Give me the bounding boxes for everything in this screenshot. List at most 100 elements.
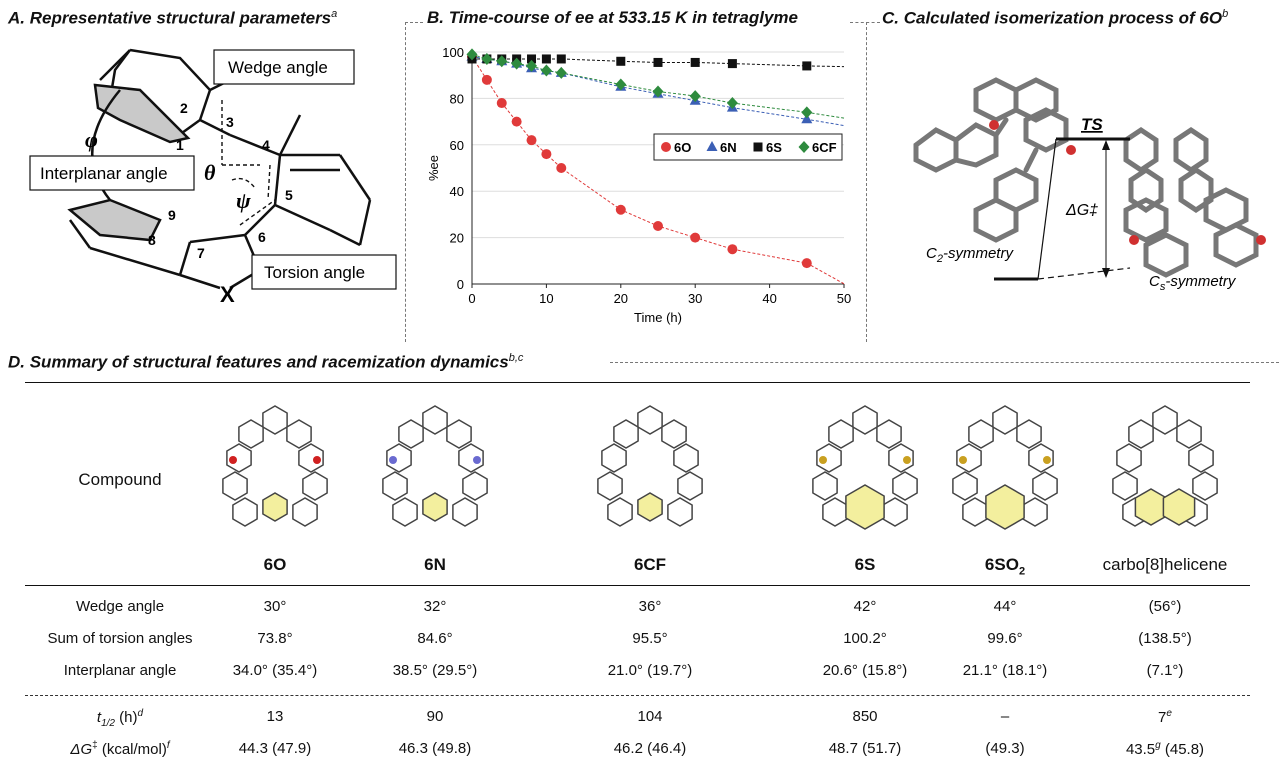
dg-cell: (49.3) [985, 740, 1025, 757]
compound-name-carbo8helicene: carbo[8]helicene [1102, 555, 1228, 574]
data-point-6S [616, 56, 626, 66]
table-cell: 21.0° (19.7°) [607, 662, 693, 679]
data-point-6O [526, 135, 537, 146]
compound-name-6SO2: 6SO2 [984, 555, 1026, 578]
divider-ab [405, 22, 406, 342]
data-point-6CF [726, 97, 738, 110]
table-cell: 44° [993, 598, 1017, 615]
molecule-structure [382, 405, 488, 527]
table-cell: 84.6° [417, 630, 453, 647]
data-point-6O [615, 204, 626, 215]
data-point-6CF [511, 57, 523, 70]
atom-5: 5 [285, 187, 293, 203]
x-tick-label: 40 [762, 291, 776, 306]
data-point-6CF [540, 64, 552, 77]
table-mid-rule [25, 695, 1250, 696]
panel-c-title: C. Calculated isomerization process of 6… [882, 8, 1229, 28]
isomerization-diagram: TS ΔG‡ C2-symmetry Cs-symmetry [913, 77, 1266, 293]
data-point-6CF [689, 90, 701, 103]
dg-cell: 46.2 (46.4) [613, 740, 687, 757]
atom-8: 8 [148, 232, 156, 248]
table-cell: 34.0° (35.4°) [232, 662, 318, 679]
divider-ab-top [405, 22, 423, 23]
data-point-6O [481, 74, 492, 85]
table-cell: (138.5°) [1138, 630, 1192, 647]
data-point-6CF [801, 106, 813, 119]
data-point-6O [511, 116, 522, 127]
atom-6: 6 [258, 229, 266, 245]
x-tick-label: 50 [837, 291, 851, 306]
torsion-angle-label: Torsion angle [264, 263, 365, 282]
wedge-angle-label: Wedge angle [228, 58, 328, 77]
table-cell: 30° [263, 598, 287, 615]
table-cell: (7.1°) [1146, 662, 1184, 679]
t-half-cell: 104 [637, 708, 663, 725]
y-tick-label: 40 [450, 184, 464, 199]
dg-label-row: ΔG‡ (kcal/mol)f [70, 740, 170, 758]
dg-label: ΔG‡ [1065, 202, 1098, 219]
row-label: Wedge angle [75, 598, 165, 615]
data-point-6CF [615, 78, 627, 91]
x-tick-label: 0 [468, 291, 475, 306]
data-point-6S [802, 61, 812, 71]
data-point-6O [541, 149, 552, 160]
legend-label: 6O [674, 140, 691, 155]
divider-bc-top [850, 22, 880, 23]
atom-4: 4 [262, 137, 270, 153]
legend-marker [661, 142, 671, 152]
table-cell: 36° [638, 598, 662, 615]
data-point-6O [556, 163, 567, 173]
t-half-cell: 7e [1158, 708, 1172, 726]
table-cell: 100.2° [843, 630, 887, 647]
panel-a-title: A. Representative structural parametersa [8, 8, 338, 28]
atom-7: 7 [197, 245, 205, 261]
hetero-x-bottom: X [220, 282, 235, 307]
theta-symbol: θ [204, 160, 216, 185]
legend-marker [753, 142, 763, 152]
psi-symbol: ψ [236, 188, 251, 213]
cs-symmetry-label: Cs-symmetry [1149, 273, 1237, 293]
table-cell: 32° [423, 598, 447, 615]
dg-cell: 43.5g (45.8) [1125, 740, 1205, 758]
table-header-rule [25, 585, 1250, 586]
legend-label: 6N [720, 140, 737, 155]
table-cell: 21.1° (18.1°) [962, 662, 1048, 679]
data-point-6CF [652, 85, 664, 98]
ts-label: TS [1081, 115, 1103, 134]
dg-cell: 44.3 (47.9) [238, 740, 312, 757]
y-tick-label: 100 [442, 45, 464, 60]
structure-diagram: 1 2 3 4 5 6 7 8 9 X X φ θ ψ Wedge angle … [29, 48, 397, 307]
compound-name-6S: 6S [854, 555, 876, 574]
ee-time-chart: 0 20 40 60 80 100 0 10 20 30 40 50 Time (h) %ee 6O 6N 6S… [426, 45, 851, 325]
dg-cell: 48.7 (51.7) [828, 740, 902, 757]
compound-name-6CF: 6CF [633, 555, 667, 574]
legend-marker [798, 141, 810, 153]
row-label: Interplanar angle [63, 662, 177, 679]
atom-2: 2 [180, 100, 188, 116]
data-point-6O [801, 258, 812, 269]
data-point-6CF [496, 55, 508, 68]
data-point-6O [496, 98, 507, 109]
data-point-6S [527, 54, 537, 64]
table-cell: (56°) [1148, 598, 1182, 615]
divider-d-top [610, 362, 1279, 363]
divider-bc [866, 22, 867, 342]
t-half-cell: 850 [852, 708, 878, 725]
legend-label: 6CF [812, 140, 837, 155]
data-point-6O [653, 221, 663, 231]
molecule-structure [222, 405, 328, 527]
table-top-rule [25, 382, 1250, 383]
molecule-structure [1112, 405, 1218, 527]
c2-symmetry-label: C2-symmetry [926, 245, 1014, 265]
x-tick-label: 30 [688, 291, 702, 306]
compound-name-6O: 6O [263, 555, 287, 574]
legend-box [653, 133, 843, 161]
panel-d-title: D. Summary of structural features and ra… [8, 352, 524, 372]
compound-header: Compound [78, 470, 162, 489]
table-cell: 99.6° [987, 630, 1023, 647]
atom-3: 3 [226, 114, 234, 130]
atom-9: 9 [168, 207, 176, 223]
compound-name-6N: 6N [424, 555, 446, 574]
y-axis-label: %ee [426, 155, 441, 181]
y-tick-label: 60 [450, 138, 464, 153]
